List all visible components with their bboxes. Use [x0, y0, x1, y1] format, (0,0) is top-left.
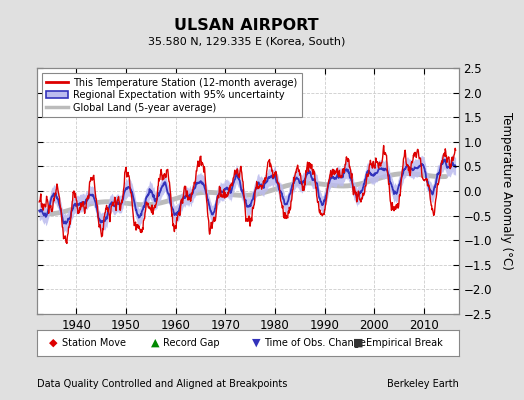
Text: Station Move: Station Move [62, 338, 126, 348]
Text: ▼: ▼ [252, 338, 260, 348]
Text: 35.580 N, 129.335 E (Korea, South): 35.580 N, 129.335 E (Korea, South) [148, 36, 345, 46]
Text: Berkeley Earth: Berkeley Earth [387, 379, 458, 389]
Text: Empirical Break: Empirical Break [366, 338, 442, 348]
Text: ■: ■ [353, 338, 364, 348]
Y-axis label: Temperature Anomaly (°C): Temperature Anomaly (°C) [500, 112, 513, 270]
Legend: This Temperature Station (12-month average), Regional Expectation with 95% uncer: This Temperature Station (12-month avera… [41, 73, 302, 118]
Text: ULSAN AIRPORT: ULSAN AIRPORT [174, 18, 319, 33]
Text: Data Quality Controlled and Aligned at Breakpoints: Data Quality Controlled and Aligned at B… [37, 379, 287, 389]
Text: ◆: ◆ [49, 338, 58, 348]
Text: Time of Obs. Change: Time of Obs. Change [265, 338, 366, 348]
Text: Record Gap: Record Gap [163, 338, 220, 348]
Text: ▲: ▲ [150, 338, 159, 348]
